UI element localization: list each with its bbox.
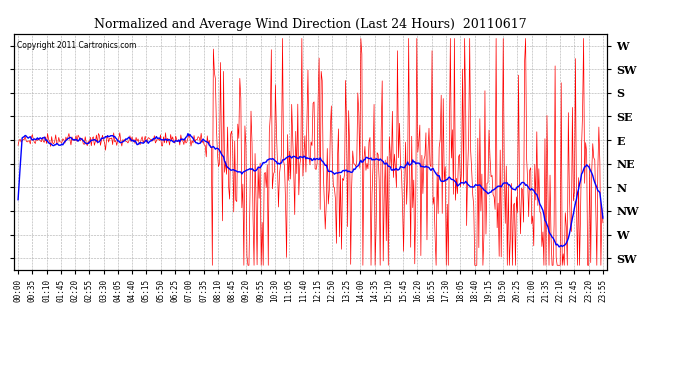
Text: Copyright 2011 Cartronics.com: Copyright 2011 Cartronics.com <box>17 41 136 50</box>
Title: Normalized and Average Wind Direction (Last 24 Hours)  20110617: Normalized and Average Wind Direction (L… <box>95 18 526 31</box>
